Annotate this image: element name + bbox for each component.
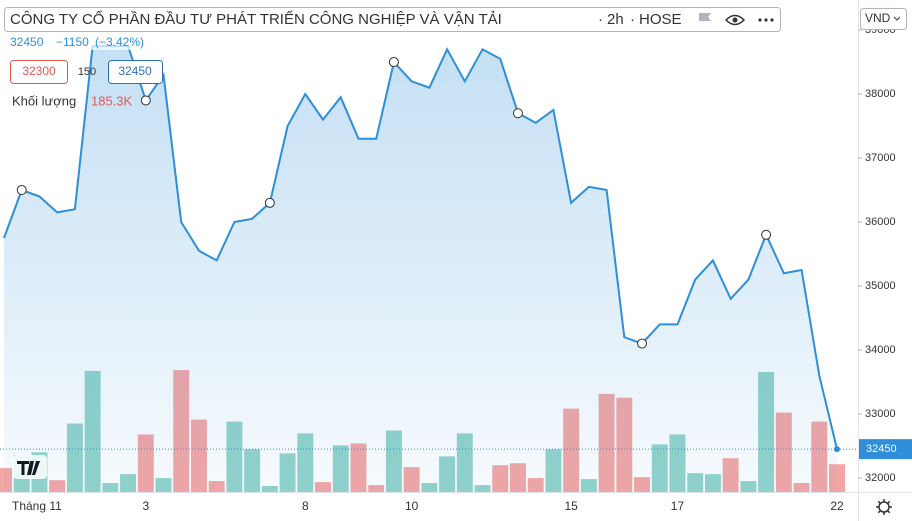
currency-box[interactable]: [860, 8, 907, 30]
bid-box[interactable]: [10, 60, 68, 84]
marker: [16, 185, 27, 196]
last-price-tag: [859, 439, 912, 460]
currency-caret: [893, 16, 901, 21]
volume-title: Khối lượng: [12, 93, 76, 108]
y-tick-label: 34000: [865, 344, 896, 356]
logo-mark: [17, 461, 40, 475]
y-tick-label: 33000: [865, 408, 896, 420]
separator: ·: [630, 11, 635, 28]
exchange: HOSE: [639, 11, 682, 28]
more-dot[interactable]: [764, 18, 768, 22]
last-price: 32450: [10, 35, 44, 49]
marker: [140, 95, 151, 106]
y-tick-label: 32000: [865, 472, 896, 484]
area-fill: [4, 46, 837, 492]
price-line: [3, 45, 838, 450]
change: −1150: [56, 35, 89, 49]
overlay: CÔNG TY CỔ PHẦN ĐẦU TƯ PHÁT TRIỂN CÔNG N…: [0, 7, 907, 515]
y-tick-label: 37000: [865, 152, 896, 164]
marker: [512, 108, 523, 119]
gear-teeth: [876, 499, 892, 515]
x-tick-label: 15: [564, 499, 578, 513]
x-tick-label: 22: [830, 499, 844, 513]
x-tick-label: 3: [142, 499, 149, 513]
header-box[interactable]: [4, 7, 781, 32]
marker: [761, 229, 772, 240]
interval[interactable]: 2h: [607, 11, 624, 28]
y-tick-label: 38000: [865, 88, 896, 100]
change-percent: (−3.42%): [95, 35, 144, 49]
y-tick-label: 36000: [865, 216, 896, 228]
eye-icon[interactable]: [724, 14, 746, 26]
more-dot[interactable]: [758, 18, 762, 22]
x-tick-label: 17: [671, 499, 685, 513]
spread: 150: [78, 66, 96, 78]
plot-area: [0, 45, 858, 492]
bid: 32300: [22, 64, 56, 78]
marker: [264, 197, 275, 208]
more-dot[interactable]: [770, 18, 774, 22]
settings-icon[interactable]: [876, 499, 892, 515]
y-tick-label: 35000: [865, 280, 896, 292]
symbol-title: CÔNG TY CỔ PHẦN ĐẦU TƯ PHÁT TRIỂN CÔNG N…: [10, 10, 502, 28]
ask: 32450: [118, 64, 152, 78]
flag-icon[interactable]: [699, 13, 711, 21]
ask-box[interactable]: [108, 60, 163, 84]
marker: [388, 57, 399, 68]
legend-bg: [0, 36, 165, 50]
currency: VND: [865, 11, 891, 25]
x-tick-label: 10: [405, 499, 419, 513]
last-volume: 185.3K: [91, 93, 133, 108]
separator: ·: [598, 11, 603, 28]
tv-logo: [13, 455, 47, 479]
eye-pupil: [732, 17, 738, 23]
x-tick-label: Tháng 11: [12, 499, 62, 513]
x-tick-label: 8: [302, 499, 309, 513]
marker: [637, 338, 648, 349]
last-price-tag-label: 32450: [866, 443, 897, 455]
